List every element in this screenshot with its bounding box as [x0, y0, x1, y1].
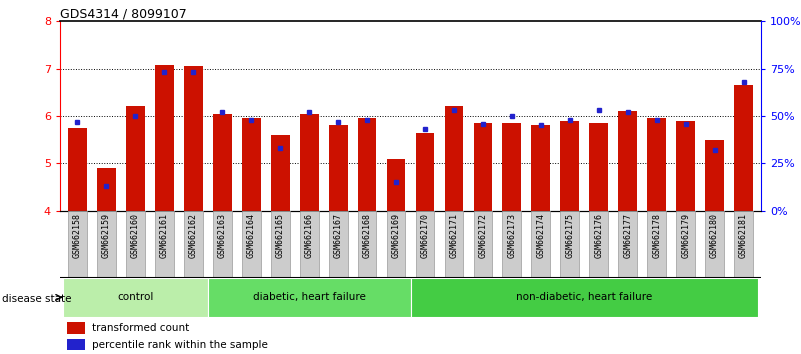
Bar	[705, 211, 724, 278]
Bar	[531, 211, 550, 278]
Text: GSM662175: GSM662175	[566, 213, 574, 258]
Text: percentile rank within the sample: percentile rank within the sample	[91, 340, 268, 350]
Text: GSM662162: GSM662162	[189, 213, 198, 258]
Bar	[242, 211, 260, 278]
Bar	[97, 211, 116, 278]
Bar	[531, 125, 550, 211]
Text: GSM662173: GSM662173	[507, 213, 517, 258]
Bar	[97, 168, 116, 211]
Text: diabetic, heart failure: diabetic, heart failure	[252, 292, 365, 302]
Bar	[358, 118, 376, 211]
Bar	[416, 211, 434, 278]
Text: control: control	[117, 292, 154, 302]
Bar	[387, 211, 405, 278]
Text: GSM662163: GSM662163	[218, 213, 227, 258]
Bar	[473, 123, 493, 211]
Bar	[647, 211, 666, 278]
Bar	[358, 211, 376, 278]
Text: GSM662159: GSM662159	[102, 213, 111, 258]
Text: GSM662178: GSM662178	[652, 213, 661, 258]
Bar	[647, 118, 666, 211]
Bar	[387, 159, 405, 211]
Bar	[416, 132, 434, 211]
Text: GSM662172: GSM662172	[478, 213, 488, 258]
Bar	[561, 121, 579, 211]
Text: GSM662158: GSM662158	[73, 213, 82, 258]
Text: GSM662179: GSM662179	[681, 213, 690, 258]
Bar	[155, 211, 174, 278]
Text: GSM662161: GSM662161	[160, 213, 169, 258]
Bar	[67, 339, 85, 350]
Bar	[126, 211, 145, 278]
Bar	[207, 278, 410, 317]
Bar	[618, 211, 637, 278]
Text: GSM662160: GSM662160	[131, 213, 140, 258]
Bar	[618, 111, 637, 211]
Text: GSM662177: GSM662177	[623, 213, 632, 258]
Bar	[213, 114, 231, 211]
Bar	[68, 128, 87, 211]
Bar	[676, 211, 695, 278]
Bar	[445, 211, 463, 278]
Text: GSM662176: GSM662176	[594, 213, 603, 258]
Bar	[735, 85, 753, 211]
Bar	[242, 118, 260, 211]
Text: transformed count: transformed count	[91, 323, 189, 333]
Text: GSM662180: GSM662180	[710, 213, 719, 258]
Bar	[67, 322, 85, 333]
Bar	[155, 65, 174, 211]
Text: disease state: disease state	[2, 294, 72, 304]
Bar	[473, 211, 493, 278]
Bar	[300, 211, 319, 278]
Bar	[328, 125, 348, 211]
Bar	[735, 211, 753, 278]
Bar	[590, 123, 608, 211]
Bar	[63, 278, 207, 317]
Bar	[445, 107, 463, 211]
Bar	[502, 211, 521, 278]
Bar	[502, 123, 521, 211]
Bar	[676, 121, 695, 211]
Bar	[300, 114, 319, 211]
Text: GDS4314 / 8099107: GDS4314 / 8099107	[60, 7, 187, 20]
Text: GSM662168: GSM662168	[363, 213, 372, 258]
Bar	[184, 66, 203, 211]
Bar	[705, 139, 724, 211]
Bar	[328, 211, 348, 278]
Bar	[271, 135, 290, 211]
Text: GSM662167: GSM662167	[333, 213, 343, 258]
Bar	[271, 211, 290, 278]
Bar	[590, 211, 608, 278]
Text: GSM662165: GSM662165	[276, 213, 284, 258]
Bar	[184, 211, 203, 278]
Text: GSM662181: GSM662181	[739, 213, 748, 258]
Text: GSM662171: GSM662171	[449, 213, 458, 258]
Bar	[410, 278, 758, 317]
Text: GSM662166: GSM662166	[304, 213, 314, 258]
Text: GSM662170: GSM662170	[421, 213, 429, 258]
Text: non-diabetic, heart failure: non-diabetic, heart failure	[516, 292, 652, 302]
Text: GSM662169: GSM662169	[392, 213, 400, 258]
Bar	[561, 211, 579, 278]
Bar	[126, 107, 145, 211]
Text: GSM662174: GSM662174	[537, 213, 545, 258]
Bar	[68, 211, 87, 278]
Text: GSM662164: GSM662164	[247, 213, 256, 258]
Bar	[213, 211, 231, 278]
